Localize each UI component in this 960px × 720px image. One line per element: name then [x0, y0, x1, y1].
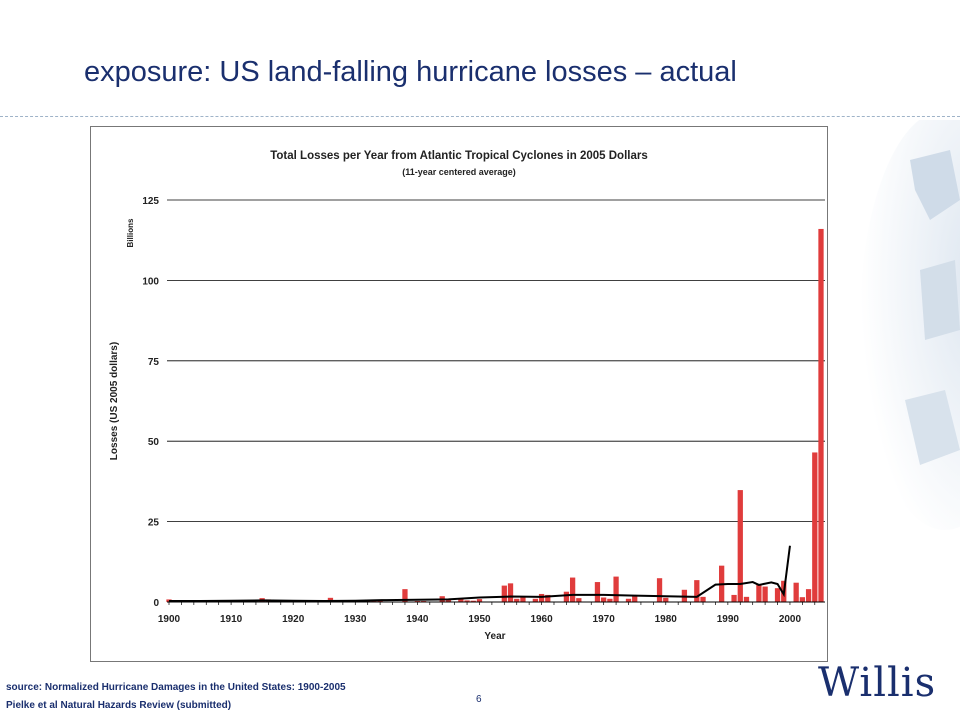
loss-bar: [700, 596, 706, 602]
x-tick-label: 2000: [779, 614, 802, 625]
loss-bar: [476, 599, 483, 602]
loss-bar: [458, 598, 464, 602]
loss-bar: [737, 490, 743, 602]
hurricane-losses-chart: Total Losses per Year from Atlantic Trop…: [109, 150, 825, 642]
loss-bar: [774, 588, 781, 602]
x-tick-label: 1900: [158, 614, 181, 625]
loss-bar: [563, 591, 570, 602]
y-tick-label: 125: [142, 196, 159, 207]
y-tick-label: 50: [148, 437, 160, 448]
loss-bar: [520, 597, 526, 602]
loss-bar: [613, 576, 619, 602]
loss-bar: [625, 598, 632, 602]
y-tick-label: 75: [148, 357, 160, 368]
loss-bar: [601, 597, 607, 602]
loss-bar: [656, 578, 663, 602]
chart-subtitle: (11-year centered average): [402, 167, 516, 177]
loss-bar: [818, 228, 824, 602]
x-tick-labels: 1900 1910 1920 1930 1940 1950 1960 1970 1980 1990…: [158, 614, 802, 625]
x-tick-label: 1940: [406, 614, 429, 625]
x-tick-label: 1930: [344, 614, 367, 625]
x-tick-label: 1920: [282, 614, 305, 625]
x-tick-label: 1950: [468, 614, 491, 625]
reference-citation: Pielke et al Natural Hazards Review (sub…: [6, 700, 232, 711]
y-axis-label: Losses (US 2005 dollars): [109, 342, 120, 460]
y-tick-label: 0: [153, 598, 159, 609]
source-citation: source: Normalized Hurricane Damages in …: [6, 682, 346, 693]
loss-bar: [569, 577, 576, 602]
average-line: [169, 545, 791, 603]
loss-bar: [538, 593, 545, 602]
x-tick-label: 1970: [593, 614, 616, 625]
loss-bar: [607, 598, 613, 602]
x-tick-label: 1980: [655, 614, 678, 625]
willis-logo: Willis: [818, 660, 937, 706]
average-line-series: [169, 545, 791, 603]
loss-bar: [470, 600, 476, 602]
loss-bar: [594, 582, 601, 602]
x-axis-label: Year: [484, 631, 505, 642]
loss-bar: [793, 582, 799, 602]
loss-bar: [805, 589, 812, 602]
x-tick-label: 1960: [530, 614, 553, 625]
loss-bar: [464, 600, 470, 602]
title-divider: [0, 116, 960, 117]
loss-bar: [632, 596, 638, 602]
loss-bar: [501, 585, 507, 602]
loss-bar: [731, 594, 737, 602]
grid-layer: [167, 199, 825, 605]
decorative-globe-graphic: [860, 120, 960, 530]
loss-bar: [514, 598, 520, 602]
page-number: 6: [476, 694, 482, 705]
x-tick-label: 1990: [717, 614, 740, 625]
loss-bar: [402, 589, 408, 602]
chart-title: Total Losses per Year from Atlantic Trop…: [270, 150, 648, 162]
loss-bar: [507, 583, 514, 602]
x-tick-label: 1910: [220, 614, 243, 625]
y-tick-labels: 0 25 50 75 100 125: [142, 196, 159, 609]
loss-bar: [445, 599, 452, 602]
loss-bar: [663, 597, 669, 602]
chart-frame: Total Losses per Year from Atlantic Trop…: [90, 126, 828, 662]
loss-bar: [545, 594, 551, 602]
y-tick-label: 100: [142, 276, 159, 287]
loss-bar: [756, 584, 762, 602]
loss-bar: [812, 452, 818, 602]
bar-series: [166, 228, 824, 602]
loss-bar: [327, 597, 334, 602]
loss-bar: [576, 598, 582, 602]
slide-title: exposure: US land-falling hurricane loss…: [84, 56, 737, 88]
y-tick-label: 25: [148, 518, 160, 529]
loss-bar: [532, 598, 539, 602]
loss-bar: [762, 586, 768, 602]
loss-bar: [694, 580, 700, 602]
y-axis-unit: Billions: [126, 218, 135, 247]
loss-bar: [799, 597, 806, 602]
loss-bar: [743, 596, 750, 602]
